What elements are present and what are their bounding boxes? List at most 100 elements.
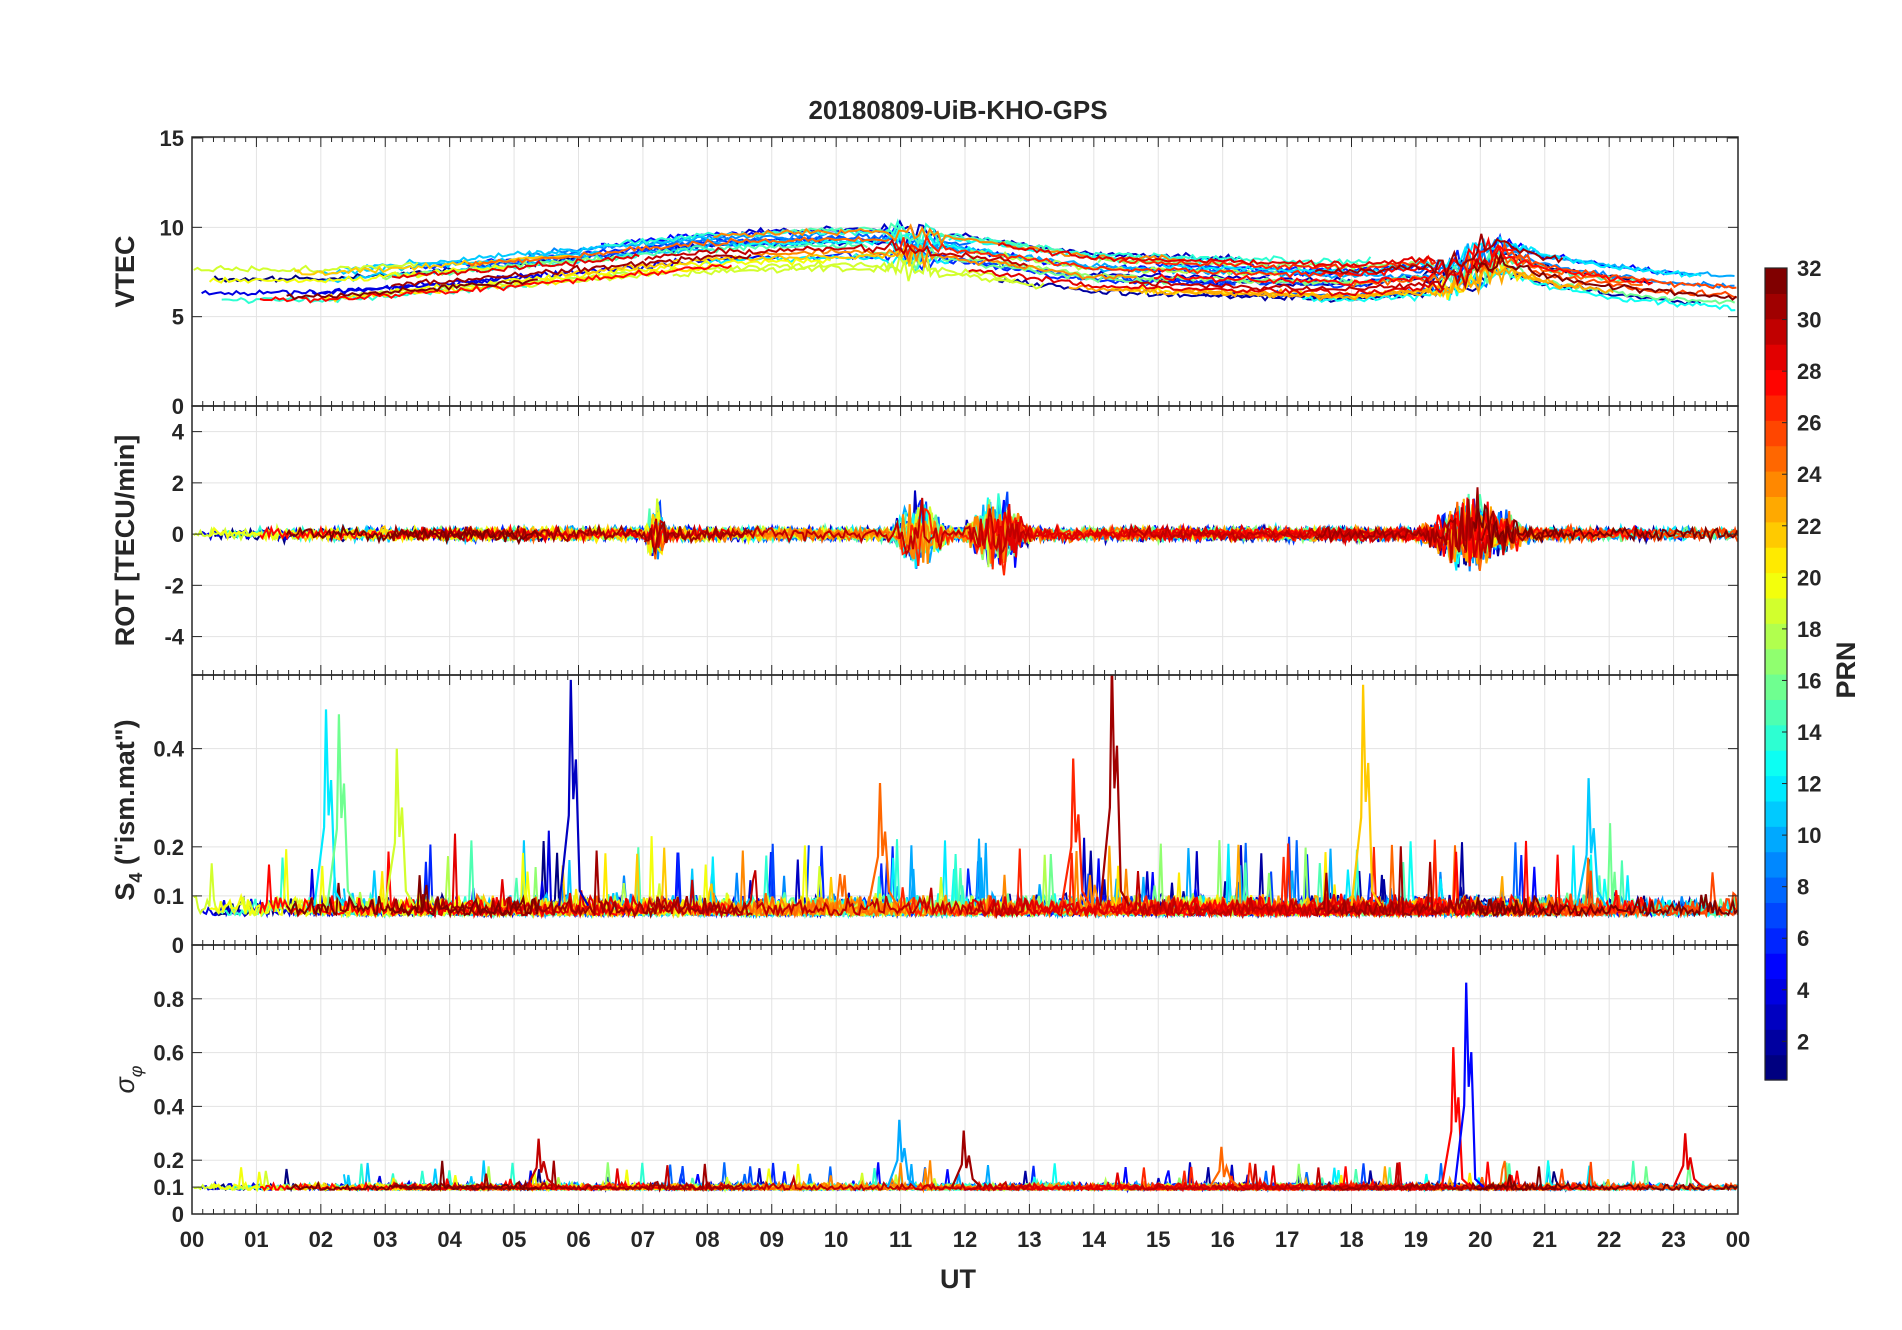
colorbar-tick-label: 8 — [1797, 875, 1809, 900]
series-line-prn-32 — [1472, 503, 1738, 548]
y-label-sub: φ — [126, 1065, 146, 1077]
series-line-prn-28 — [1153, 243, 1654, 287]
colorbar-segment-prn-19 — [1765, 597, 1787, 624]
y-tick-label: 0.4 — [153, 737, 184, 762]
colorbar-frame — [1764, 267, 1788, 1081]
spike-prn-3 — [558, 679, 590, 907]
colorbar-segment-prn-10 — [1765, 826, 1787, 853]
colorbar-segment-prn-20 — [1765, 572, 1787, 599]
chart-title: 20180809-UiB-KHO-GPS — [808, 95, 1107, 125]
colorbar-segment-prn-22 — [1765, 521, 1787, 548]
ticks-vtec — [191, 137, 1739, 407]
colorbar-tick-label: 6 — [1797, 926, 1809, 951]
x-tick-label: 00 — [180, 1227, 204, 1252]
colorbar-segment-prn-8 — [1765, 877, 1787, 903]
colorbar-segment-prn-5 — [1765, 953, 1787, 980]
y-tick-label: 2 — [172, 471, 184, 496]
ticks-rot — [191, 406, 1739, 675]
colorbar-tick-label: 14 — [1797, 720, 1822, 745]
colorbar-segment-prn-13 — [1765, 750, 1787, 777]
x-tick-label: 04 — [437, 1227, 462, 1252]
panel-rot: -4 -2 0 2 4 ROT [TECU/min] — [110, 405, 1739, 676]
y-tick-label: 0 — [172, 1202, 184, 1227]
colorbar-tick-label: 22 — [1797, 514, 1821, 539]
series-line-prn-30 — [1128, 1162, 1507, 1192]
series-line-prn-20 — [208, 264, 508, 284]
panel-vtec: 0 5 10 15 VTEC — [110, 126, 1739, 419]
colorbar-tick-label: 24 — [1797, 462, 1822, 487]
y-tick-label: 15 — [160, 126, 184, 151]
y-label-main: σ — [110, 1076, 140, 1094]
spike-prn-19 — [384, 748, 416, 907]
series-line-prn-31 — [390, 850, 753, 920]
y-tick-label: 0.6 — [153, 1041, 184, 1066]
y-axis-label-s4: S4 ("ism.mat") — [110, 719, 146, 900]
colorbar-label: PRN — [1831, 641, 1861, 698]
series-line-prn-19 — [528, 252, 1017, 288]
series-line-prn-32 — [1473, 894, 1738, 918]
colorbar-tick-label: 26 — [1797, 411, 1821, 436]
series-line-prn-29 — [997, 242, 1436, 269]
colorbar-segment-prn-15 — [1765, 699, 1787, 726]
series-line-prn-31 — [1314, 846, 1564, 919]
series-line-prn-9 — [526, 231, 845, 258]
x-tick-label: 13 — [1017, 1227, 1041, 1252]
series-line-prn-25 — [1348, 252, 1643, 290]
colorbar-segment-prn-3 — [1765, 1003, 1787, 1030]
colorbar-segment-prn-32 — [1765, 268, 1787, 294]
series-line-prn-22 — [294, 254, 573, 277]
series-line-prn-15 — [759, 222, 1062, 253]
series-line-prn-31 — [1314, 233, 1564, 280]
y-tick-label: -4 — [164, 625, 184, 650]
series-line-prn-4 — [311, 254, 781, 296]
colorbar-segment-prn-18 — [1765, 623, 1787, 650]
series-line-prn-32 — [286, 278, 538, 301]
colorbar-tick-label: 2 — [1797, 1029, 1809, 1054]
colorbar-segment-prn-27 — [1765, 394, 1787, 421]
series-sigma_phi — [193, 982, 1738, 1194]
x-tick-label: 02 — [309, 1227, 333, 1252]
spike-prn-10 — [886, 1119, 918, 1188]
panel-s4: 0 0.1 0.2 0.4 S4 ("ism.mat") — [110, 674, 1739, 958]
y-tick-label: 5 — [172, 305, 184, 330]
panel-sigma_phi: 00.10.2 0.4 0.6 0.8 σφ 00 01 02 03 04 05 06 07 08 09 10… — [110, 944, 1750, 1252]
colorbar-segment-prn-9 — [1765, 851, 1787, 878]
y-tick-label: 0.2 — [153, 835, 184, 860]
colorbar-segment-prn-14 — [1765, 724, 1787, 751]
colorbar-segment-prn-26 — [1765, 420, 1787, 447]
y-tick-label: 0.1 — [153, 1175, 184, 1200]
series-line-prn-30 — [1128, 251, 1505, 292]
y-label-rest: ("ism.mat") — [110, 719, 140, 872]
y-label-sub: 4 — [126, 873, 146, 883]
colorbar-segment-prn-7 — [1765, 902, 1787, 929]
series-line-prn-27 — [1118, 254, 1437, 272]
colorbar-tick-label: 4 — [1797, 978, 1810, 1003]
ticks-s4 — [191, 675, 1739, 946]
spike-prn-30 — [526, 1138, 557, 1188]
x-tick-label: 01 — [244, 1227, 268, 1252]
x-tick-label: 22 — [1597, 1227, 1621, 1252]
x-tick-label: 23 — [1661, 1227, 1685, 1252]
series-line-prn-19 — [193, 261, 419, 274]
x-tick-label: 18 — [1339, 1227, 1363, 1252]
y-tick-label: 0 — [172, 522, 184, 547]
y-tick-label: -2 — [164, 573, 184, 598]
spike-prn-25 — [867, 782, 899, 907]
colorbar-segment-prn-30 — [1765, 318, 1787, 345]
y-axis-label-rot: ROT [TECU/min] — [110, 435, 140, 646]
x-tick-label: 21 — [1533, 1227, 1557, 1252]
spike-prn-31 — [1099, 675, 1131, 907]
colorbar-segment-prn-29 — [1765, 344, 1787, 371]
x-tick-label: 19 — [1404, 1227, 1428, 1252]
colorbar-tick-label: 20 — [1797, 565, 1821, 590]
x-tick-label: 07 — [631, 1227, 655, 1252]
ticks-sigma_phi — [191, 945, 1739, 1215]
spike-prn-29 — [1672, 1133, 1704, 1188]
series-line-prn-32 — [1472, 251, 1738, 301]
y-tick-label: 0 — [172, 394, 184, 419]
series-rot — [193, 487, 1738, 576]
series-line-prn-30 — [644, 1165, 1031, 1192]
